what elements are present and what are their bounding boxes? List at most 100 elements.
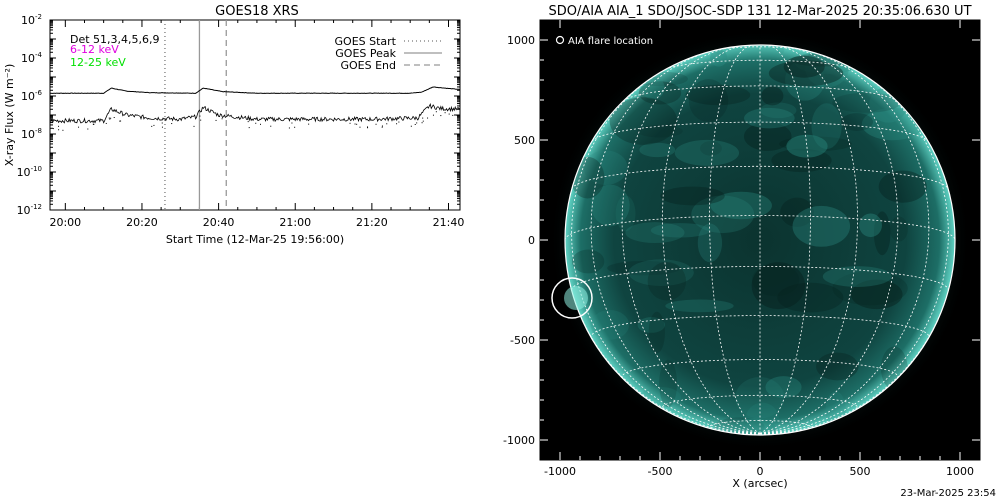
aia-y-tick-label: 1000 [507,34,535,47]
disk-texture [783,55,825,78]
goes-legend-band1: 6-12 keV [70,43,119,56]
disk-texture [743,122,792,151]
disk-texture [777,282,844,313]
disk-texture [811,103,842,150]
goes-x-tick-label: 20:00 [49,216,81,229]
goes-y-axis-label: X-ray Flux (W m⁻²) [3,64,16,166]
goes-series-scatter-point [200,119,202,121]
goes-series-scatter-point [93,123,95,125]
aia-title: SDO/AIA AIA_1 SDO/JSOC-SDP 131 12-Mar-20… [548,4,971,19]
disk-texture [832,92,901,113]
aia-x-tick-label: 0 [757,465,764,478]
goes-series-scatter-point [422,120,424,122]
disk-texture [873,211,891,256]
goes-series-scatter-point [62,129,64,131]
grid-line [662,394,858,411]
solar-limb [564,44,956,436]
goes-series-scatter-point [435,111,437,113]
grid-line [759,49,930,434]
disk-texture [780,197,814,227]
disk-texture [735,377,785,419]
goes-series-scatter-point [444,112,446,114]
disk-texture [637,124,683,138]
disk-texture [786,134,828,158]
goes-series-scatter-point [120,120,122,122]
disk-texture [691,195,755,234]
grid-line [759,45,811,434]
flare-glow [564,286,588,310]
goes-series-scatter-point [396,123,398,125]
goes-series-scatter-point [440,115,442,117]
timestamp: 23-Mar-2025 23:54 [900,488,996,499]
grid-line [716,46,804,51]
goes-x-tick-label: 21:20 [356,216,388,229]
goes-legend-band2: 12-25 keV [70,56,126,69]
goes-series-scatter-point [215,119,217,121]
aia-x-tick-label: -1000 [544,465,576,478]
goes-series-scatter-point [432,114,434,116]
grid-line [590,49,761,434]
disk-texture [889,216,908,242]
disk-texture [744,107,795,129]
grid-line [759,64,949,434]
disk-texture [765,376,802,399]
aia-x-tick-label: -500 [648,465,673,478]
goes-series-scatter-point [52,128,54,130]
goes-y-tick-label: 10-10 [17,165,42,179]
goes-series-scatter-point [452,114,454,116]
disk-texture [841,113,874,131]
goes-y-tick-label: 10-6 [21,89,43,103]
disk-texture [688,79,729,123]
goes-y-ticks: 10-12 10-10 10-8 10-6 10-4 10-2 [17,13,460,217]
goes-series-scatter-point [151,125,153,127]
grid-line [709,420,811,431]
disk-texture [710,191,772,220]
goes-series-scatter-point [247,121,249,123]
grid-line [621,46,761,434]
goes-series-scatter-point [381,126,383,128]
aia-x-tick-label: 500 [850,465,871,478]
grid-line [623,85,897,102]
goes-x-ticks: 20:00 20:20 20:40 21:00 21:20 21:40 [49,20,464,229]
aia-y-ticks: 1000 500 0 -500 -1000 [503,34,980,447]
goes-series-scatter-point [416,122,418,124]
goes-series-scatter-point [291,122,293,124]
disk-texture [615,195,636,232]
grid-line [571,165,949,190]
disk-texture [685,84,751,106]
disk-texture [878,170,927,203]
disk-texture [647,261,687,301]
disk-texture [665,299,734,313]
goes-x-tick-label: 20:40 [203,216,235,229]
goes-series-scatter-point [153,124,155,126]
goes-series-short [49,102,461,124]
goes-series-scatter-point [260,123,262,125]
goes-series-scatter-point [119,120,121,122]
goes-series-scatter-point [354,123,356,125]
goes-series-scatter-point [171,123,173,125]
goes-y-tick-label: 10-12 [17,203,42,217]
goes-x-axis-label: Start Time (12-Mar-25 19:56:00) [166,233,344,246]
disk-texture [660,186,725,206]
goes-series-scatter-point [109,118,111,120]
grid-line [571,266,949,291]
goes-series-scatter-point [421,122,423,124]
goes-vertical-markers [164,20,227,210]
goes-series-scatter-point [349,122,351,124]
disk-texture [859,213,882,238]
goes-series-scatter-point [367,126,369,128]
goes-series-scatter-point [288,127,290,129]
disk-texture [625,222,685,244]
grid-line [591,121,929,142]
disk-texture [710,49,728,67]
aia-legend-text: AIA flare location [568,36,653,47]
goes-legend-label: GOES Peak [335,47,396,60]
goes-series-scatter-point [193,125,195,127]
goes-series-scatter-point [270,125,272,127]
goes-xrs-chart: GOES18 XRS 10-12 10-10 10-8 10-6 10-4 10-2 20… [3,4,464,246]
disk-texture [745,402,779,435]
aia-x-ticks: -1000 -500 0 500 1000 [544,20,974,478]
disk-texture [648,311,665,354]
disk-texture [700,141,722,156]
